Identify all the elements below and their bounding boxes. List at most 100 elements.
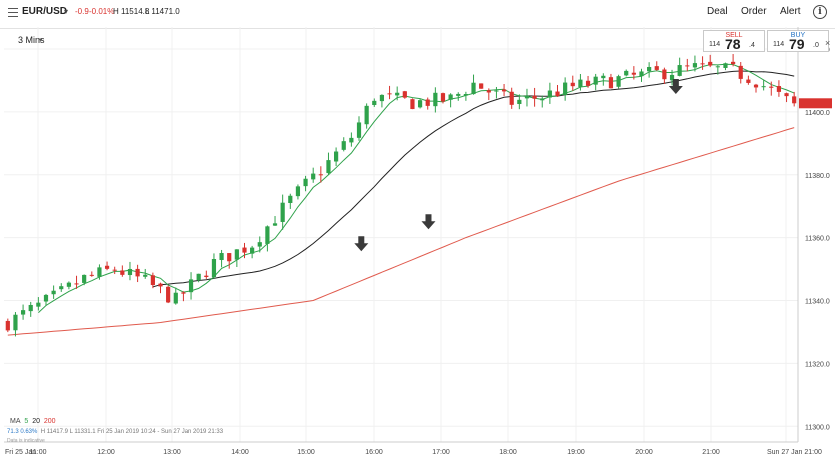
candle: [700, 56, 705, 70]
candle: [463, 91, 468, 101]
candle-body: [227, 253, 232, 262]
candle: [257, 236, 262, 253]
candle: [608, 73, 614, 89]
symbol-label[interactable]: EUR/USD: [22, 6, 68, 17]
candle-body: [97, 267, 102, 277]
candle: [173, 287, 178, 305]
info-icon[interactable]: i: [813, 5, 827, 19]
candle-body: [127, 268, 133, 276]
annotation-arrows: [354, 79, 683, 252]
menu-icon[interactable]: [8, 8, 18, 17]
candle-body: [242, 247, 247, 253]
candle: [74, 275, 79, 289]
candle-body: [364, 105, 369, 125]
candle: [792, 91, 797, 107]
candle: [89, 271, 94, 277]
interval-selector[interactable]: 3 Mins: [18, 35, 45, 45]
candle-body: [120, 270, 125, 275]
candle: [318, 166, 323, 183]
candle-body: [616, 76, 621, 87]
chevron-down-icon[interactable]: ▾: [64, 7, 69, 16]
candle-body: [631, 72, 636, 75]
buy-label: BUY: [790, 32, 806, 39]
x-tick-label: 13:00: [163, 449, 181, 456]
candle-body: [250, 247, 255, 254]
candle-body: [158, 283, 163, 287]
candle-body: [211, 259, 217, 278]
candle-body: [555, 91, 560, 97]
candle-body: [272, 223, 278, 226]
range-stats: 71.3 0.63% H 11417.9 L 11331.1 Fri 25 Ja…: [7, 429, 223, 435]
buy-button[interactable]: BUY 114 79 .0: [767, 30, 829, 52]
candle: [524, 88, 530, 107]
deal-button[interactable]: Deal: [707, 6, 728, 17]
candle: [738, 62, 743, 84]
order-button[interactable]: Order: [741, 6, 767, 17]
candle-body: [685, 65, 690, 67]
candle-body: [204, 275, 209, 278]
candle-body: [486, 90, 491, 93]
close-icon[interactable]: ×: [825, 38, 831, 48]
candle: [356, 116, 362, 141]
toolbar: EUR/USD ▾ -0.9 -0.01% H 11514.8 L 11471.…: [0, 0, 835, 29]
candle-body: [654, 66, 659, 70]
ma20-path: [152, 70, 795, 288]
candle-body: [563, 82, 568, 95]
candle: [13, 312, 18, 337]
candle-body: [51, 290, 56, 295]
candle: [196, 273, 201, 283]
chevron-down-icon[interactable]: ▾: [39, 37, 43, 44]
ma20-legend[interactable]: 20: [32, 418, 40, 425]
candle-body: [372, 100, 377, 106]
down-arrow-icon: [354, 236, 369, 252]
candle-body: [585, 80, 591, 86]
candle: [250, 245, 255, 259]
grid: [4, 27, 798, 442]
candle: [112, 266, 117, 275]
candle: [227, 253, 232, 269]
candle: [417, 98, 423, 109]
candle: [776, 80, 782, 97]
candle: [540, 95, 545, 108]
candle-body: [494, 90, 499, 92]
candle-body: [341, 141, 346, 150]
candle: [219, 249, 224, 268]
candle-body: [326, 160, 331, 174]
alert-button[interactable]: Alert: [780, 6, 801, 17]
candle-body: [425, 99, 430, 106]
candle-body: [349, 137, 354, 143]
candle: [570, 75, 575, 91]
candle-body: [509, 91, 514, 105]
candle-body: [334, 151, 339, 162]
candle: [654, 61, 659, 71]
buy-price-prefix: 114: [773, 41, 785, 48]
candle: [82, 274, 87, 286]
axes: 11300.0 11320.0 11340.0 11360.0 11380.0 11400…: [4, 27, 832, 456]
x-tick-label: 12:00: [97, 449, 115, 456]
sell-button[interactable]: SELL 114 78 .4: [703, 30, 765, 52]
candle-body: [715, 66, 720, 68]
candle: [639, 68, 644, 82]
candle: [181, 291, 186, 302]
candle: [631, 66, 636, 80]
candle: [440, 92, 446, 104]
candle: [402, 90, 407, 99]
candle-body: [173, 292, 178, 304]
candle: [234, 249, 239, 268]
ma200-legend[interactable]: 200: [43, 418, 56, 425]
candle: [692, 55, 698, 72]
candle-body: [387, 93, 392, 95]
candle-body: [708, 61, 713, 66]
candle: [555, 84, 560, 97]
candle-body: [662, 69, 667, 80]
ma5-legend[interactable]: 5: [24, 418, 29, 425]
candle-body: [417, 100, 423, 108]
x-tick-label: 18:00: [499, 449, 517, 456]
candle-body: [524, 95, 530, 99]
candle-body: [501, 89, 507, 92]
candle-body: [303, 178, 308, 187]
candle-body: [433, 92, 438, 107]
candle: [104, 261, 110, 271]
candle: [166, 285, 171, 304]
